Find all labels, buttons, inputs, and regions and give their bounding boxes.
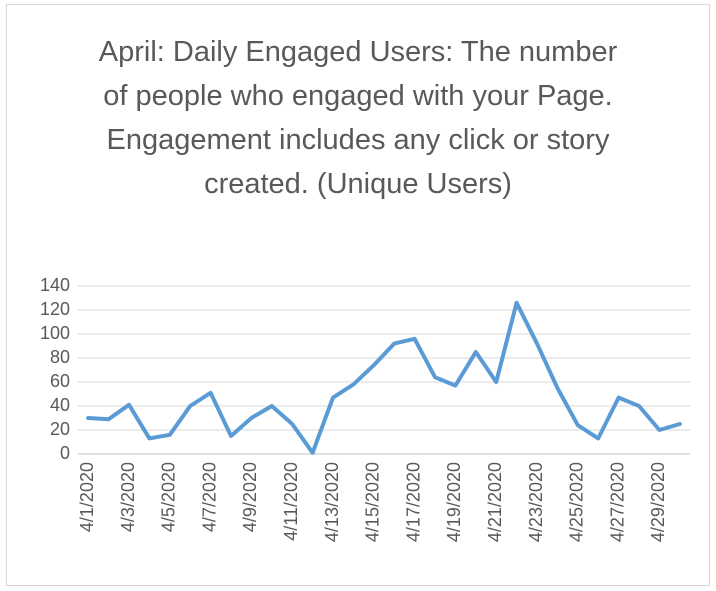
x-tick-label: 4/21/2020 [485, 462, 505, 542]
chart-border [6, 4, 710, 586]
y-tick-label: 0 [60, 443, 70, 463]
x-tick-label: 4/17/2020 [403, 462, 423, 542]
x-tick-label: 4/5/2020 [159, 462, 179, 532]
x-tick-label: 4/3/2020 [118, 462, 138, 532]
x-tick-label: 4/29/2020 [648, 462, 668, 542]
x-tick-label: 4/15/2020 [363, 462, 383, 542]
x-tick-label: 4/9/2020 [240, 462, 260, 532]
y-tick-label: 40 [50, 395, 70, 415]
data-line [86, 300, 682, 455]
y-tick-label: 60 [50, 371, 70, 391]
x-tick-label: 4/11/2020 [281, 462, 301, 541]
y-tick-label: 120 [40, 299, 70, 319]
y-tick-label: 100 [40, 323, 70, 343]
x-tick-label: 4/7/2020 [199, 462, 219, 532]
x-tick-label: 4/13/2020 [322, 462, 342, 542]
y-tick-label: 20 [50, 419, 70, 439]
y-tick-label: 140 [40, 275, 70, 295]
x-tick-label: 4/27/2020 [607, 462, 627, 542]
x-tick-label: 4/1/2020 [77, 462, 97, 532]
x-tick-label: 4/23/2020 [526, 462, 546, 542]
x-tick-label: 4/19/2020 [444, 462, 464, 542]
x-tick-label: 4/25/2020 [567, 462, 587, 542]
y-tick-label: 80 [50, 347, 70, 367]
chart-title: April: Daily Engaged Users: The number o… [98, 36, 618, 200]
